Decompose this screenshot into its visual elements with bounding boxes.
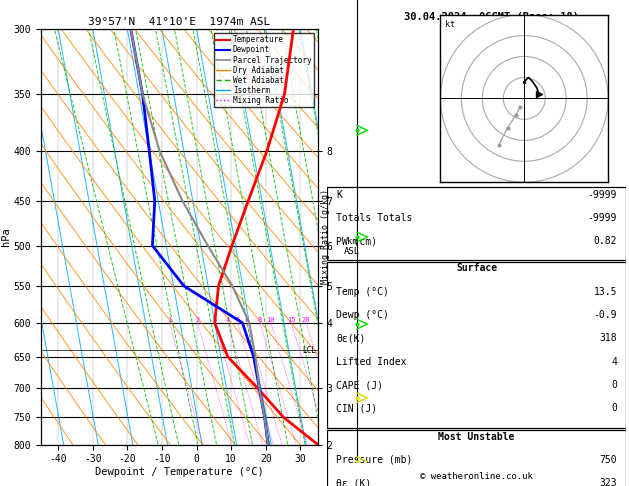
Text: 20: 20 [302, 317, 311, 323]
Text: Lifted Index: Lifted Index [336, 357, 406, 367]
Text: Surface: Surface [456, 263, 497, 274]
Text: CIN (J): CIN (J) [336, 403, 377, 414]
Bar [327, 430, 626, 486]
Text: LCL: LCL [303, 346, 316, 355]
Y-axis label: hPa: hPa [1, 227, 11, 246]
Text: 318: 318 [599, 333, 617, 344]
Text: 1: 1 [167, 317, 172, 323]
Text: 750: 750 [599, 455, 617, 465]
Text: 10: 10 [267, 317, 275, 323]
Text: 0.82: 0.82 [593, 236, 617, 246]
Text: 4: 4 [226, 317, 230, 323]
Text: -9999: -9999 [587, 190, 617, 200]
Y-axis label: km
ASL: km ASL [344, 237, 360, 256]
Bar [327, 187, 626, 260]
Text: 4: 4 [611, 357, 617, 367]
Title: 39°57'N  41°10'E  1974m ASL: 39°57'N 41°10'E 1974m ASL [88, 17, 270, 27]
Text: kt: kt [445, 19, 455, 29]
Text: © weatheronline.co.uk: © weatheronline.co.uk [420, 472, 533, 481]
Text: 3: 3 [213, 317, 217, 323]
Text: Most Unstable: Most Unstable [438, 432, 515, 442]
Text: Totals Totals: Totals Totals [336, 213, 413, 223]
Text: θε(K): θε(K) [336, 333, 365, 344]
Text: 2: 2 [196, 317, 199, 323]
Text: Pressure (mb): Pressure (mb) [336, 455, 413, 465]
Text: CAPE (J): CAPE (J) [336, 380, 383, 390]
Text: 8: 8 [258, 317, 262, 323]
Text: -0.9: -0.9 [593, 310, 617, 320]
Text: 30.04.2024  06GMT (Base: 18): 30.04.2024 06GMT (Base: 18) [404, 12, 579, 22]
Text: 13.5: 13.5 [593, 287, 617, 297]
Legend: Temperature, Dewpoint, Parcel Trajectory, Dry Adiabat, Wet Adiabat, Isotherm, Mi: Temperature, Dewpoint, Parcel Trajectory… [214, 33, 314, 107]
Bar [327, 262, 626, 428]
Text: K: K [336, 190, 342, 200]
Text: 0: 0 [611, 403, 617, 414]
Text: Dewp (°C): Dewp (°C) [336, 310, 389, 320]
Text: 0: 0 [611, 380, 617, 390]
Text: 5: 5 [236, 317, 240, 323]
Text: 15: 15 [287, 317, 296, 323]
Text: Mixing Ratio (g/kg): Mixing Ratio (g/kg) [321, 190, 330, 284]
Text: 6: 6 [244, 317, 248, 323]
Text: 323: 323 [599, 478, 617, 486]
X-axis label: Dewpoint / Temperature (°C): Dewpoint / Temperature (°C) [95, 467, 264, 477]
Text: -9999: -9999 [587, 213, 617, 223]
Text: θε (K): θε (K) [336, 478, 371, 486]
Text: PW (cm): PW (cm) [336, 236, 377, 246]
Text: Temp (°C): Temp (°C) [336, 287, 389, 297]
